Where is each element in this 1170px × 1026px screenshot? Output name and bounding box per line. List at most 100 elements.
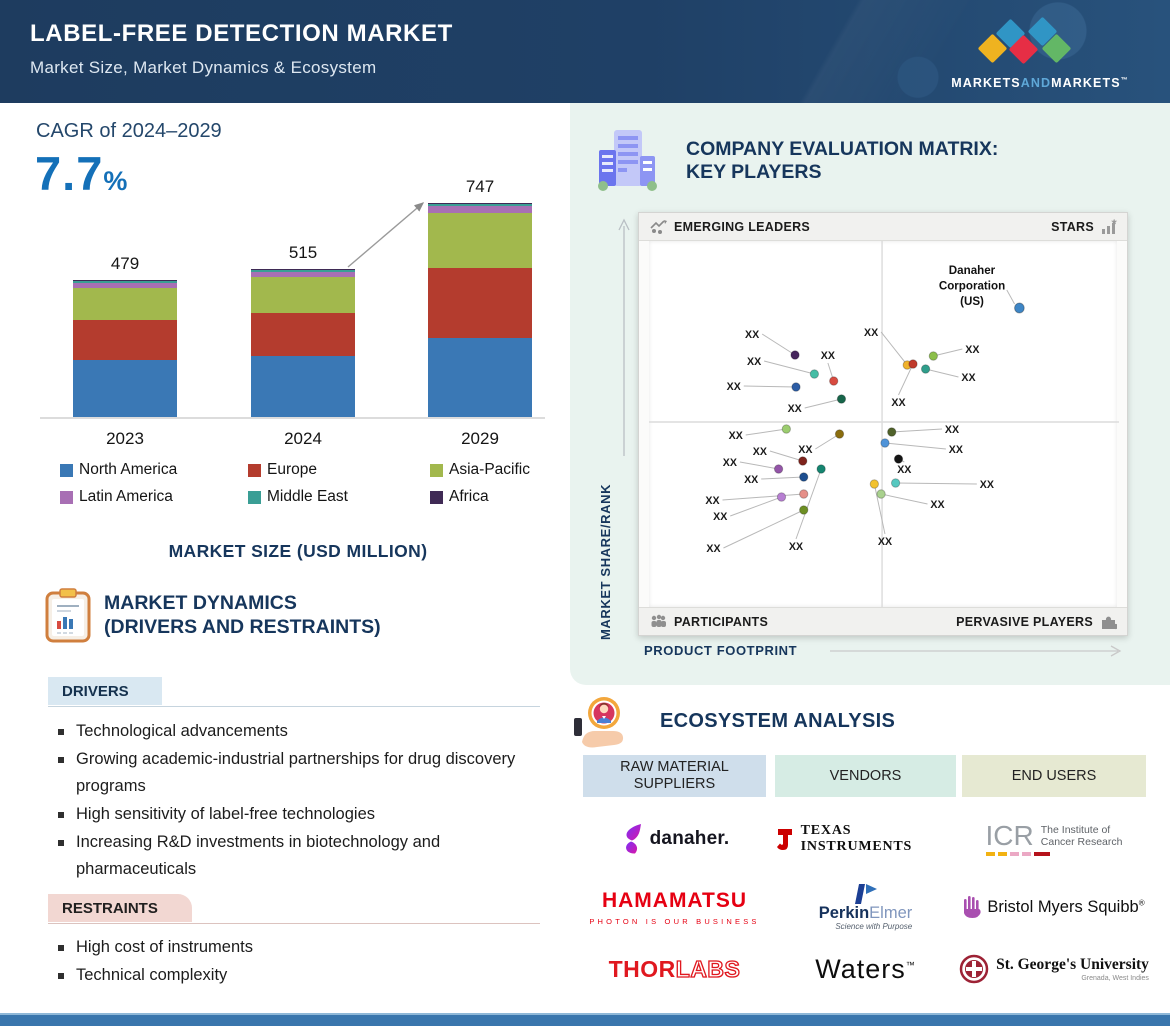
matrix-dot xyxy=(869,479,879,489)
legend-label: Africa xyxy=(449,488,489,505)
bar-segment-africa xyxy=(73,279,177,281)
leader-line xyxy=(895,482,977,485)
legend-swatch xyxy=(430,463,443,477)
ecosystem-company-cell: St. George's University Grenada, West Ind… xyxy=(959,938,1149,1000)
leader-line xyxy=(722,493,804,501)
dot-placeholder-label: XX xyxy=(864,327,879,339)
leader-line xyxy=(795,468,822,540)
bullet-item: Growing academic-industrial partnerships… xyxy=(52,746,557,800)
market-size-bar-chart: 479 2023 515 2024 747 2029 xyxy=(0,0,570,520)
matrix-dot xyxy=(773,464,784,474)
dot-placeholder-label: XX xyxy=(980,479,995,491)
ecosystem-company-cell: danaher. xyxy=(583,806,766,872)
logo-st-georges-university: St. George's University Grenada, West Ind… xyxy=(959,954,1149,984)
dot-placeholder-label: XX xyxy=(949,444,964,456)
logo-thorlabs: THORLABS xyxy=(608,955,741,982)
matrix-dot xyxy=(776,492,787,502)
bar-segment-latin-america xyxy=(428,206,532,213)
perkinelmer-mark-icon xyxy=(855,884,878,904)
y-axis-label: MARKET SHARE/RANK xyxy=(598,483,613,640)
dot-placeholder-label: XX xyxy=(945,424,960,436)
bar-segment-latin-america xyxy=(251,272,355,277)
matrix-dot xyxy=(816,464,826,474)
bar-segment-asia-pacific xyxy=(251,276,355,314)
ecosystem-column-header: END USERS xyxy=(962,755,1146,797)
matrix-dot xyxy=(876,489,886,499)
legend-item: Asia-Pacific xyxy=(430,461,530,479)
ecosystem-company-cell: TEXAS INSTRUMENTS xyxy=(775,806,956,872)
leader-line xyxy=(873,483,886,535)
legend-item: North America xyxy=(60,461,177,479)
drivers-list: Technological advancements Growing academ… xyxy=(52,718,557,884)
leader-line xyxy=(763,360,815,375)
logo-waters: Waters™ xyxy=(815,953,916,984)
bar-segment-asia-pacific xyxy=(428,212,532,269)
leader-line xyxy=(723,509,804,549)
logo-icr: ICR The Institute of Cancer Research xyxy=(985,821,1122,856)
matrix-dot xyxy=(890,478,901,488)
logo-hamamatsu: HAMAMATSU PHOTON IS OUR BUSINESS xyxy=(589,888,760,926)
leader-line xyxy=(880,331,908,366)
participants-icon xyxy=(651,614,666,627)
puzzle-icon xyxy=(1102,616,1117,630)
icr-dashes-icon xyxy=(985,851,1050,856)
matrix-dot xyxy=(799,472,809,482)
bms-hand-icon xyxy=(964,896,981,918)
ecosystem-company-cell: HAMAMATSU PHOTON IS OUR BUSINESS xyxy=(583,876,766,938)
cagr-label: CAGR of 2024–2029 xyxy=(36,120,222,142)
leader-line xyxy=(743,385,797,388)
bar-segment-latin-america xyxy=(73,282,177,288)
footer-bar xyxy=(0,1013,1170,1026)
dot-placeholder-label: XX xyxy=(727,381,742,393)
stars-icon: ★ xyxy=(1102,219,1117,234)
legend-label: Europe xyxy=(267,461,317,478)
matrix-dot xyxy=(834,429,845,439)
ecosystem-company-cell: THORLABS xyxy=(583,938,766,1000)
bar-total-label: 479 xyxy=(110,253,140,273)
dot-placeholder-label: XX xyxy=(788,403,803,415)
x-axis-arrow-icon xyxy=(830,645,1122,657)
highlight-company-dot xyxy=(1014,302,1025,314)
legend-item: Europe xyxy=(248,461,317,479)
legend-item: Africa xyxy=(430,488,489,506)
ecosystem-column-header: VENDORS xyxy=(775,755,956,797)
page-subtitle: Market Size, Market Dynamics & Ecosystem xyxy=(30,58,377,77)
drivers-divider xyxy=(48,706,540,707)
dot-placeholder-label: XX xyxy=(798,444,813,456)
highlight-company-label: Danaher xyxy=(949,263,996,277)
bullet-item: High cost of instruments xyxy=(52,934,557,961)
danaher-swoosh-icon xyxy=(625,824,641,854)
leader-line xyxy=(804,398,842,409)
leader-line xyxy=(898,363,914,396)
restraints-list: High cost of instruments Technical comple… xyxy=(52,934,557,990)
dot-placeholder-label: XX xyxy=(821,350,836,362)
ecosystem-company-cell: ICR The Institute of Cancer Research xyxy=(962,806,1146,872)
legend-item: Middle East xyxy=(248,488,348,506)
logo-perkinelmer: PerkinElmer Science with Purpose xyxy=(819,883,912,931)
header-decoration xyxy=(610,0,1170,103)
bar-segment-africa xyxy=(251,269,355,271)
svg-text:★: ★ xyxy=(1111,219,1117,226)
matrix-dot xyxy=(781,424,791,434)
dot-placeholder-label: XX xyxy=(891,397,906,409)
logo-bristol-myers-squibb: Bristol Myers Squibb® xyxy=(963,895,1145,919)
bar-segment-north-america xyxy=(428,337,532,417)
legend-swatch xyxy=(60,463,73,477)
dot-placeholder-label: XX xyxy=(961,372,976,384)
chart-title: MARKET SIZE (USD MILLION) xyxy=(168,541,428,561)
quadrant-top-right-label: STARS xyxy=(1051,219,1094,234)
buildings-icon xyxy=(598,130,657,191)
dot-placeholder-label: XX xyxy=(965,344,980,356)
bar-segment-africa xyxy=(428,202,532,204)
bar-segment-asia-pacific xyxy=(73,287,177,321)
bar-segment-middle-east xyxy=(428,203,532,207)
drivers-tab: DRIVERS xyxy=(48,677,162,705)
dot-placeholder-label: XX xyxy=(878,536,893,548)
ecosystem-hand-icon xyxy=(574,697,624,748)
bar-segment-north-america xyxy=(251,356,355,417)
bar-total-label: 515 xyxy=(288,243,318,263)
cagr-value: 7.7% xyxy=(35,147,128,200)
y-axis-arrow-icon xyxy=(618,218,630,456)
ecosystem-column-header: RAW MATERIAL SUPPLIERS xyxy=(583,755,766,797)
matrix-dot xyxy=(809,369,820,379)
